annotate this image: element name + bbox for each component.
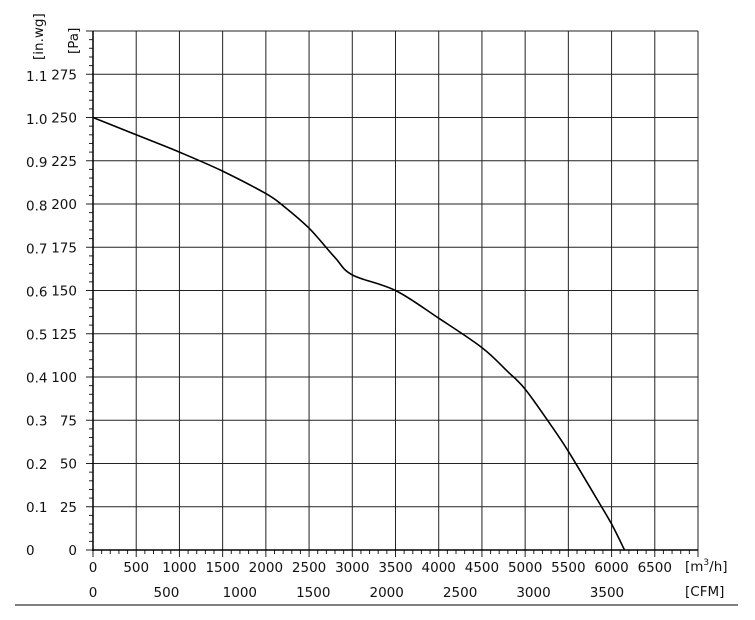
performance-curve bbox=[92, 116, 626, 551]
y-primary-tick-label: 275 bbox=[51, 67, 77, 83]
y-secondary-tick-label: 1.0 bbox=[26, 112, 47, 128]
x-primary-tick-label: 1000 bbox=[162, 560, 196, 576]
x-primary-tick-label: 500 bbox=[123, 560, 149, 576]
y-primary-tick-label: 75 bbox=[60, 413, 77, 429]
x-primary-tick-label: 5000 bbox=[508, 560, 542, 576]
x-secondary-tick-label: 2000 bbox=[370, 585, 404, 601]
x-secondary-tick-label: 1500 bbox=[296, 585, 330, 601]
y-secondary-tick-label: 0.8 bbox=[26, 198, 47, 214]
y-secondary-tick-label: 0.9 bbox=[26, 155, 47, 171]
y-primary-tick-label: 150 bbox=[51, 284, 77, 300]
x-primary-tick-label: 6000 bbox=[594, 560, 628, 576]
tick-labels: 0 25 50 75 100 125 150 175 200 225 250 275 0 0.1 0.2 0.… bbox=[26, 67, 672, 601]
x-secondary-tick-label: 3500 bbox=[590, 585, 624, 601]
x-secondary-unit-label: [CFM] bbox=[685, 584, 724, 600]
y-primary-unit-label: [Pa] bbox=[66, 28, 82, 54]
y-primary-tick-label: 25 bbox=[60, 500, 77, 516]
x-primary-tick-label: 2000 bbox=[249, 560, 283, 576]
axes bbox=[15, 31, 738, 606]
y-secondary-tick-label: 0.6 bbox=[26, 284, 47, 300]
y-primary-tick-label: 250 bbox=[51, 111, 77, 127]
x-primary-tick-label: 3500 bbox=[378, 560, 412, 576]
y-primary-tick-label: 175 bbox=[51, 240, 77, 256]
y-secondary-tick-label: 0.1 bbox=[26, 500, 47, 516]
x-primary-tick-label: 2500 bbox=[292, 560, 326, 576]
y-secondary-tick-label: 1.1 bbox=[26, 69, 47, 85]
x-primary-tick-label: 4500 bbox=[465, 560, 499, 576]
x-primary-tick-label: 0 bbox=[89, 560, 98, 576]
y-primary-tick-label: 50 bbox=[60, 457, 77, 473]
y-primary-tick-label: 225 bbox=[51, 154, 77, 170]
x-secondary-tick-label: 500 bbox=[154, 585, 180, 601]
y-secondary-tick-label: 0.7 bbox=[26, 241, 47, 257]
x-primary-tick-label: 6500 bbox=[638, 560, 672, 576]
y-primary-tick-label: 0 bbox=[68, 543, 77, 559]
y-primary-tick-label: 125 bbox=[51, 327, 77, 343]
x-primary-tick-label: 1500 bbox=[205, 560, 239, 576]
curve-layer bbox=[92, 116, 626, 551]
y-secondary-unit-label: [in.wg] bbox=[31, 13, 47, 60]
y-primary-tick-label: 100 bbox=[51, 370, 77, 386]
y-secondary-tick-label: 0.5 bbox=[26, 328, 47, 344]
grid-lines bbox=[93, 30, 699, 550]
y-secondary-tick-label: 0 bbox=[26, 543, 35, 559]
x-primary-tick-label: 3000 bbox=[335, 560, 369, 576]
x-secondary-tick-label: 1000 bbox=[223, 585, 257, 601]
x-primary-unit-label: [m3/h] bbox=[685, 558, 728, 575]
y-secondary-tick-label: 0.3 bbox=[26, 414, 47, 430]
x-secondary-tick-label: 0 bbox=[89, 585, 98, 601]
minor-ticks bbox=[86, 30, 699, 557]
x-secondary-tick-label: 2500 bbox=[443, 585, 477, 601]
x-secondary-tick-label: 3000 bbox=[516, 585, 550, 601]
y-primary-tick-label: 200 bbox=[51, 197, 77, 213]
y-secondary-tick-label: 0.4 bbox=[26, 371, 47, 387]
x-primary-tick-label: 5500 bbox=[551, 560, 585, 576]
x-primary-tick-label: 4000 bbox=[422, 560, 456, 576]
y-secondary-tick-label: 0.2 bbox=[26, 457, 47, 473]
